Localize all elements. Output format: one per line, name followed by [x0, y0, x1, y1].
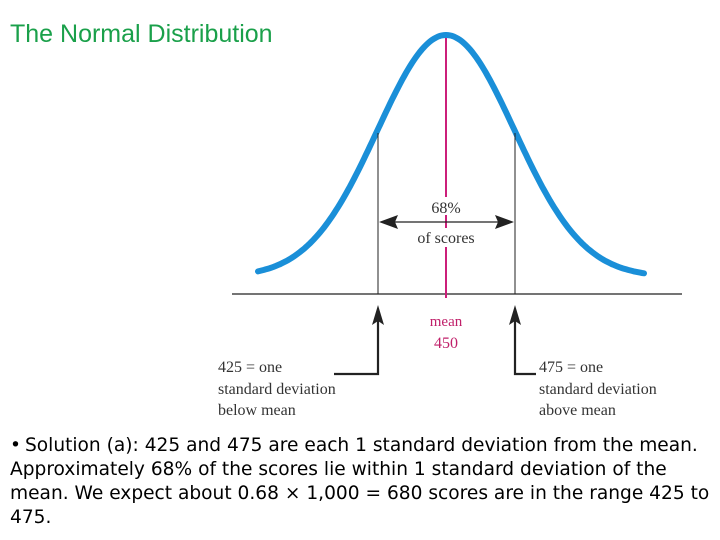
right-callout-line [513, 315, 536, 376]
center-sublabel-backdrop [408, 228, 486, 247]
right-callout-arrowhead [509, 305, 521, 325]
normal-curve-diagram: 68% of scores mean 450 425 = one standar… [218, 31, 682, 419]
span-arrow-right-head [495, 215, 514, 229]
mean-label: mean [430, 314, 463, 330]
mean-value: 450 [434, 335, 458, 352]
solution-paragraph: • Solution (a): 425 and 475 are each 1 st… [10, 434, 712, 530]
left-callout-arrowhead [372, 305, 384, 325]
right-note-line-2: standard deviation [539, 381, 657, 398]
left-note-line-1: 425 = one [218, 359, 282, 376]
right-note-line-3: above mean [539, 402, 616, 419]
span-arrow-left-head [379, 215, 398, 229]
center-label-backdrop [422, 197, 470, 215]
left-note-line-3: below mean [218, 402, 296, 419]
center-percent-label: 68% [431, 200, 460, 217]
left-callout-line [334, 315, 380, 376]
center-sublabel: of scores [417, 230, 474, 247]
solution-text: Solution (a): 425 and 475 are each 1 sta… [10, 435, 710, 528]
left-note-line-2: standard deviation [218, 381, 336, 398]
slide-title: The Normal Distribution [10, 20, 273, 48]
bell-curve [255, 31, 647, 277]
right-note-line-1: 475 = one [539, 359, 603, 376]
normal-distribution-figure: 68% of scores mean 450 425 = one standar… [210, 15, 692, 420]
bullet-marker: • [10, 435, 21, 456]
